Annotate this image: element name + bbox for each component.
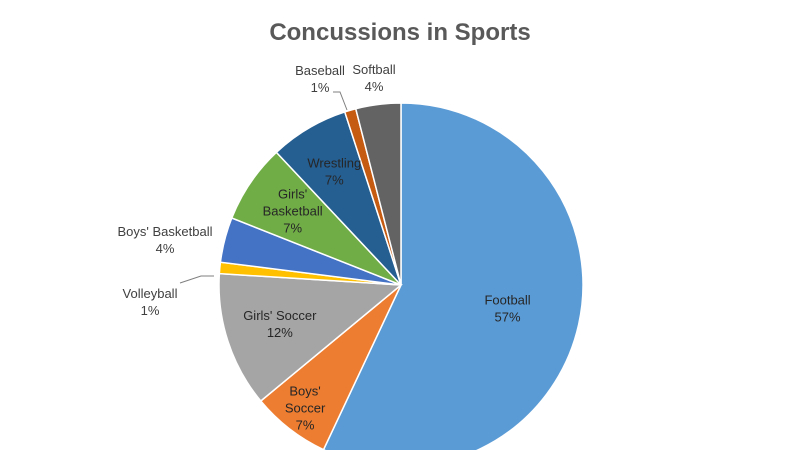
slice-name: Soccer [285, 401, 326, 416]
slice-name: Boys' Basketball [118, 224, 213, 239]
slice-label-boys-soccer: Boys' Soccer 7% [285, 384, 326, 433]
slice-percent: 4% [156, 241, 175, 256]
slice-name: Volleyball [123, 286, 178, 301]
slice-label-girls-basketball: Girls' Basketball 7% [263, 186, 323, 235]
slice-percent: 7% [325, 173, 344, 188]
leader-line-baseball [333, 91, 348, 111]
slice-percent: 57% [495, 309, 521, 324]
pie-slice-girls-soccer [218, 272, 403, 403]
leader-lines-group [179, 91, 348, 284]
slice-name: Baseball [295, 63, 345, 78]
labels-group: Football 57% Boys' Soccer 7% Girls' Soccer 12%… [118, 62, 531, 433]
slice-name: Basketball [263, 203, 323, 218]
slice-label-football: Football 57% [484, 292, 530, 324]
slice-percent: 7% [283, 220, 302, 235]
slice-name: Girls' [278, 186, 307, 201]
slice-label-wrestling: Wrestling 7% [307, 156, 361, 188]
slice-name: Boys' [289, 384, 320, 399]
slice-name: Girls' Soccer [243, 308, 317, 323]
slice-name: Softball [352, 62, 395, 77]
slice-percent: 7% [296, 418, 315, 433]
slice-percent: 12% [267, 325, 293, 340]
slice-label-boys-basketball: Boys' Basketball 4% [118, 224, 213, 256]
slice-percent: 1% [311, 80, 330, 95]
slice-label-baseball: Baseball 1% [295, 63, 345, 95]
slice-label-softball: Softball 4% [352, 62, 395, 94]
slice-percent: 4% [365, 79, 384, 94]
slices-group [218, 102, 584, 450]
chart-title: Concussions in Sports [269, 19, 530, 46]
pie-slice-football [322, 102, 584, 450]
leader-line-volleyball [179, 275, 214, 284]
slice-percent: 1% [141, 303, 160, 318]
pie-slice-softball [354, 102, 402, 286]
slice-name: Football [484, 292, 530, 307]
slice-name: Wrestling [307, 156, 361, 171]
slice-label-girls-soccer: Girls' Soccer 12% [243, 308, 317, 340]
slice-label-volleyball: Volleyball 1% [123, 286, 178, 318]
